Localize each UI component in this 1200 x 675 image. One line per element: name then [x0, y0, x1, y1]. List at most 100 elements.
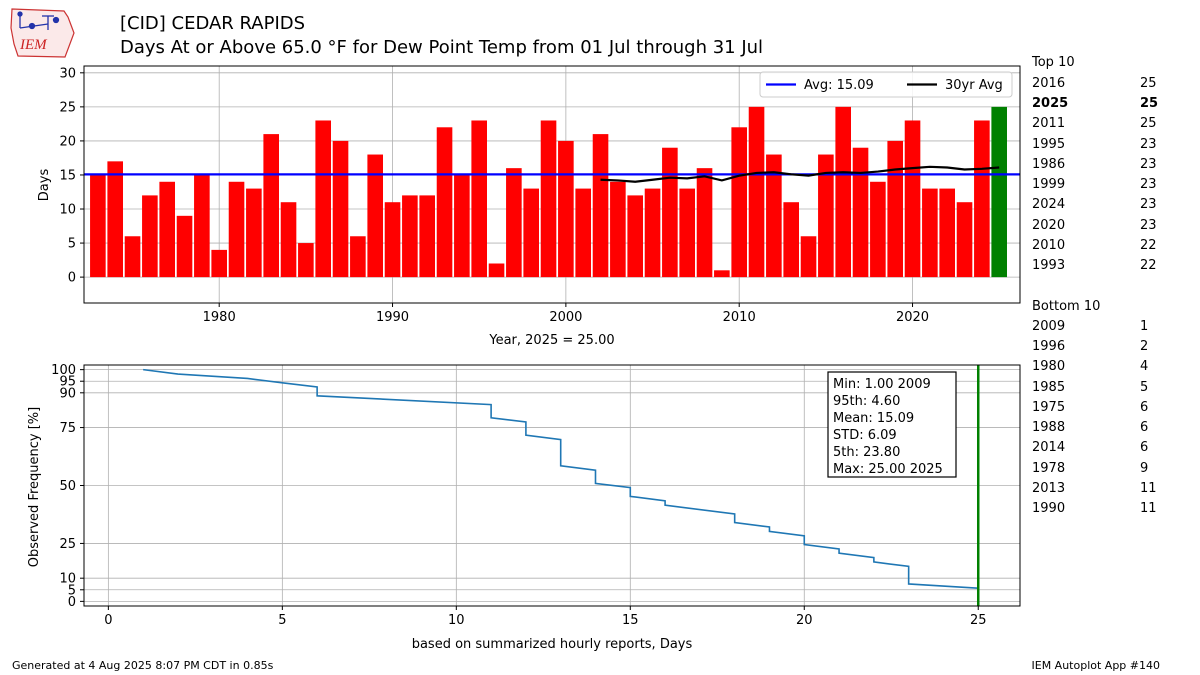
- top10-value: 25: [1140, 76, 1157, 91]
- frequency-y-axis-label: Observed Frequency [%]: [27, 407, 42, 567]
- chart-title-description: Days At or Above 65.0 °F for Dew Point T…: [120, 37, 764, 58]
- bottom10-row: 1975 6: [1032, 400, 1162, 418]
- y-tick-label: 50: [59, 479, 76, 494]
- bar-2014: [800, 236, 817, 278]
- top10-value: 23: [1140, 177, 1157, 192]
- bottom10-value: 6: [1140, 400, 1149, 415]
- x-tick-label: 5: [278, 613, 286, 628]
- y-tick-label: 5: [68, 237, 76, 252]
- annual-days-axes-frame: [83, 65, 1021, 304]
- statistics-box-frame: [827, 371, 957, 478]
- bar-1975: [124, 236, 141, 278]
- bottom10-value: 11: [1140, 501, 1157, 516]
- top10-row: 1986 23: [1032, 157, 1162, 175]
- bottom10-row: 1996 2: [1032, 339, 1162, 357]
- bottom10-row: 1988 6: [1032, 420, 1162, 438]
- top10-year: 1993: [1032, 258, 1066, 273]
- bar-1984: [280, 202, 297, 278]
- annual-days-bars: [90, 106, 1007, 278]
- bar-1989: [367, 154, 383, 278]
- bottom10-year: 1978: [1032, 461, 1066, 476]
- top10-row: 2016 25: [1032, 76, 1162, 94]
- bottom10-row: 1980 4: [1032, 359, 1162, 377]
- y-tick-label: 10: [59, 572, 76, 587]
- top10-year: 1986: [1032, 157, 1066, 172]
- iem-logo: IEM: [10, 8, 75, 58]
- top10-row: 1993 22: [1032, 258, 1162, 276]
- annual-days-x-axis-label: Year, 2025 = 25.00: [488, 333, 614, 348]
- top10-row: 2025 25: [1032, 96, 1162, 114]
- bar-2023: [956, 202, 973, 278]
- bar-1993: [436, 127, 453, 278]
- bar-2016: [835, 106, 851, 278]
- bottom10-year: 1996: [1032, 339, 1066, 354]
- bar-2022: [939, 188, 955, 278]
- bottom10-year: 2009: [1032, 319, 1066, 334]
- top10-heading: Top 10: [1032, 55, 1075, 70]
- top10-year: 2016: [1032, 76, 1066, 91]
- bottom10-row: 2009 1: [1032, 319, 1162, 337]
- bottom10-year: 2014: [1032, 440, 1066, 455]
- y-tick-label: 25: [59, 100, 76, 115]
- bar-2020: [904, 120, 921, 278]
- top10-value: 25: [1140, 116, 1157, 131]
- x-tick-label: 15: [622, 613, 639, 628]
- legend-average-label: Avg: 15.09: [804, 78, 874, 93]
- bar-1988: [350, 236, 366, 278]
- annual-days-ticks: 1980 1990 2000 2010 2020 0 5 10 15 20 25 30: [59, 66, 929, 325]
- bar-2003: [610, 181, 626, 278]
- stat-95th: 95th: 4.60: [833, 394, 900, 409]
- logo-text: IEM: [19, 37, 48, 53]
- frequency-x-axis-label: based on summarized hourly reports, Days: [412, 637, 693, 652]
- bar-1996: [488, 263, 505, 278]
- bar-1994: [454, 174, 470, 278]
- bar-2025: [991, 106, 1007, 278]
- bottom10-year: 1985: [1032, 380, 1066, 395]
- bar-2017: [852, 147, 869, 278]
- bar-1992: [419, 195, 435, 278]
- y-tick-label: 90: [59, 386, 76, 401]
- bar-1983: [263, 134, 279, 278]
- bar-1985: [298, 243, 314, 278]
- bottom10-year: 2013: [1032, 481, 1066, 496]
- y-tick-label: 15: [59, 168, 76, 183]
- bar-2010: [731, 127, 747, 278]
- y-tick-label: 20: [59, 134, 76, 149]
- stat-mean: Mean: 15.09: [833, 411, 914, 426]
- top10-row: 2020 23: [1032, 218, 1162, 236]
- top10-value: 25: [1140, 96, 1159, 111]
- app-credit: IEM Autoplot App #140: [1031, 659, 1161, 672]
- bar-2013: [783, 202, 799, 278]
- bar-1995: [471, 120, 487, 278]
- annual-days-legend: Avg: 15.09 30yr Avg: [759, 71, 1013, 98]
- top10-year: 2010: [1032, 238, 1066, 253]
- top10-row: 1995 23: [1032, 137, 1162, 155]
- top10-row: 2024 23: [1032, 197, 1162, 215]
- bar-2018: [870, 181, 886, 278]
- stat-min: Min: 1.00 2009: [833, 377, 931, 392]
- y-tick-label: 75: [59, 421, 76, 436]
- bottom10-row: 1985 5: [1032, 380, 1162, 398]
- bar-2004: [627, 195, 643, 278]
- frequency-step-line: [143, 368, 979, 589]
- bar-2015: [818, 154, 834, 278]
- bar-1980: [211, 249, 227, 278]
- bar-1976: [142, 195, 158, 278]
- x-tick-label: 25: [970, 613, 987, 628]
- top10-year: 2024: [1032, 197, 1066, 212]
- rolling-30yr-average-line: [600, 165, 1000, 183]
- bar-1979: [194, 174, 210, 278]
- annual-days-y-axis-label: Days: [37, 169, 52, 202]
- bottom10-row: 2013 11: [1032, 481, 1162, 499]
- bottom10-heading: Bottom 10: [1032, 299, 1101, 314]
- bar-1998: [523, 188, 539, 278]
- x-tick-label: 1980: [203, 310, 236, 325]
- y-tick-label: 5: [68, 583, 76, 598]
- top10-row: 2010 22: [1032, 238, 1162, 256]
- top10-year: 2011: [1032, 116, 1066, 131]
- bottom10-value: 9: [1140, 461, 1149, 476]
- bar-2005: [644, 188, 661, 278]
- bottom10-year: 1990: [1032, 501, 1066, 516]
- bar-2024: [974, 120, 990, 278]
